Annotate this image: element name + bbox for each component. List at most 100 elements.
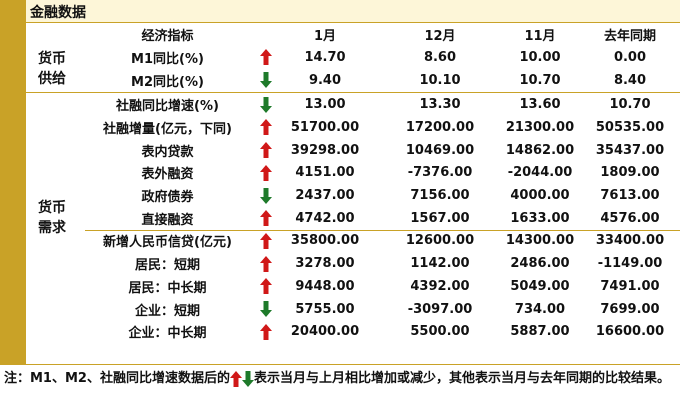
arrow-up — [260, 232, 272, 249]
note-arrows — [229, 370, 254, 387]
value: 10.10 — [419, 72, 461, 88]
value: 10.70 — [609, 97, 651, 113]
value: -2044.00 — [507, 165, 573, 181]
note-text: 表示当月与上月相比增加或减少，其他表示当月与去年同期的比较结果。 — [253, 371, 670, 386]
group-label: 货币供给 — [38, 50, 66, 87]
value: 2486.00 — [510, 256, 570, 272]
column-header: 经济指标 — [141, 28, 194, 44]
divider — [85, 229, 680, 231]
value: 20400.00 — [290, 324, 360, 340]
value: 5887.00 — [510, 324, 570, 340]
value: 9448.00 — [295, 278, 355, 294]
value: 50535.00 — [595, 119, 665, 135]
value: 4576.00 — [600, 210, 660, 226]
value: 5049.00 — [510, 278, 570, 294]
indicator: M2同比(%) — [131, 74, 204, 90]
divider — [26, 364, 680, 365]
value: 1809.00 — [600, 165, 660, 181]
arrow-up — [260, 142, 272, 159]
value: 33400.00 — [595, 233, 665, 249]
value: 8.60 — [423, 49, 457, 65]
arrow-up — [260, 278, 272, 295]
divider — [26, 92, 680, 94]
arrow-up — [260, 323, 272, 340]
arrow-up — [260, 255, 272, 272]
value: 2437.00 — [295, 188, 355, 204]
side-strip — [0, 0, 26, 365]
trend-arrow — [258, 230, 274, 253]
arrow-up — [260, 49, 272, 66]
indicator: 表内贷款 — [141, 144, 194, 160]
note: 注：M1、M2、社融同比增速数据后的 表示当月与上月相比增加或减少，其他表示当月与… — [4, 368, 676, 389]
indicator: 新增人民币信贷(亿元) — [103, 235, 232, 251]
value: 7613.00 — [600, 188, 660, 204]
indicator: M1同比(%) — [131, 51, 204, 67]
value: 4000.00 — [510, 188, 570, 204]
value: 4151.00 — [295, 165, 355, 181]
column-header: 12月 — [424, 28, 456, 44]
value: 0.00 — [613, 49, 647, 65]
value: -7376.00 — [407, 165, 473, 181]
arrow-up — [260, 119, 272, 136]
arrow-down — [241, 370, 254, 387]
value: 1633.00 — [510, 210, 570, 226]
value: 35437.00 — [595, 142, 665, 158]
indicator: 居民：中长期 — [128, 280, 207, 296]
arrow-down — [260, 72, 272, 89]
note-text: 注：M1、M2、社融同比增速数据后的 — [4, 371, 230, 386]
trend-arrow — [258, 93, 274, 116]
arrow-down — [260, 187, 272, 204]
value: 7699.00 — [600, 301, 660, 317]
indicator: 企业：中长期 — [128, 326, 207, 342]
value: 13.30 — [419, 97, 461, 113]
trend-arrow — [258, 139, 274, 162]
trend-arrow — [258, 46, 274, 69]
indicator: 居民：短期 — [134, 258, 200, 274]
trend-arrow — [258, 320, 274, 343]
column-header: 1月 — [313, 28, 337, 44]
value: 14862.00 — [505, 142, 575, 158]
arrow-up — [260, 164, 272, 181]
indicator: 表外融资 — [141, 167, 194, 183]
value: 9.40 — [308, 72, 342, 88]
value: 5755.00 — [295, 301, 355, 317]
value: 17200.00 — [405, 119, 475, 135]
indicator: 企业：短期 — [134, 303, 200, 319]
value: 14.70 — [304, 49, 346, 65]
value: 3278.00 — [295, 256, 355, 272]
value: -3097.00 — [407, 301, 473, 317]
value: 8.40 — [613, 72, 647, 88]
indicator: 社融同比增速(%) — [116, 99, 219, 115]
trend-arrow — [258, 207, 274, 230]
value: 13.60 — [519, 97, 561, 113]
divider — [26, 22, 680, 23]
value: 1142.00 — [410, 256, 470, 272]
arrow-down — [260, 301, 272, 318]
column-header: 去年同期 — [603, 28, 656, 44]
value: 12600.00 — [405, 233, 475, 249]
title: 金融数据 — [30, 5, 86, 21]
value: 5500.00 — [410, 324, 470, 340]
value: 10.00 — [519, 49, 561, 65]
value: 51700.00 — [290, 119, 360, 135]
trend-arrow — [258, 252, 274, 275]
value: 10.70 — [519, 72, 561, 88]
arrow-up — [229, 370, 242, 387]
value: 35800.00 — [290, 233, 360, 249]
arrow-down — [260, 96, 272, 113]
trend-arrow — [258, 275, 274, 298]
indicator: 政府债券 — [141, 190, 194, 206]
value: 1567.00 — [410, 210, 470, 226]
value: 10469.00 — [405, 142, 475, 158]
value: 16600.00 — [595, 324, 665, 340]
trend-arrow — [258, 69, 274, 92]
value: 21300.00 — [505, 119, 575, 135]
group-label: 货币需求 — [38, 200, 66, 237]
value: 39298.00 — [290, 142, 360, 158]
value: 7491.00 — [600, 278, 660, 294]
value: 14300.00 — [505, 233, 575, 249]
trend-arrow — [258, 162, 274, 185]
trend-arrow — [258, 184, 274, 207]
title-bar — [0, 0, 680, 22]
